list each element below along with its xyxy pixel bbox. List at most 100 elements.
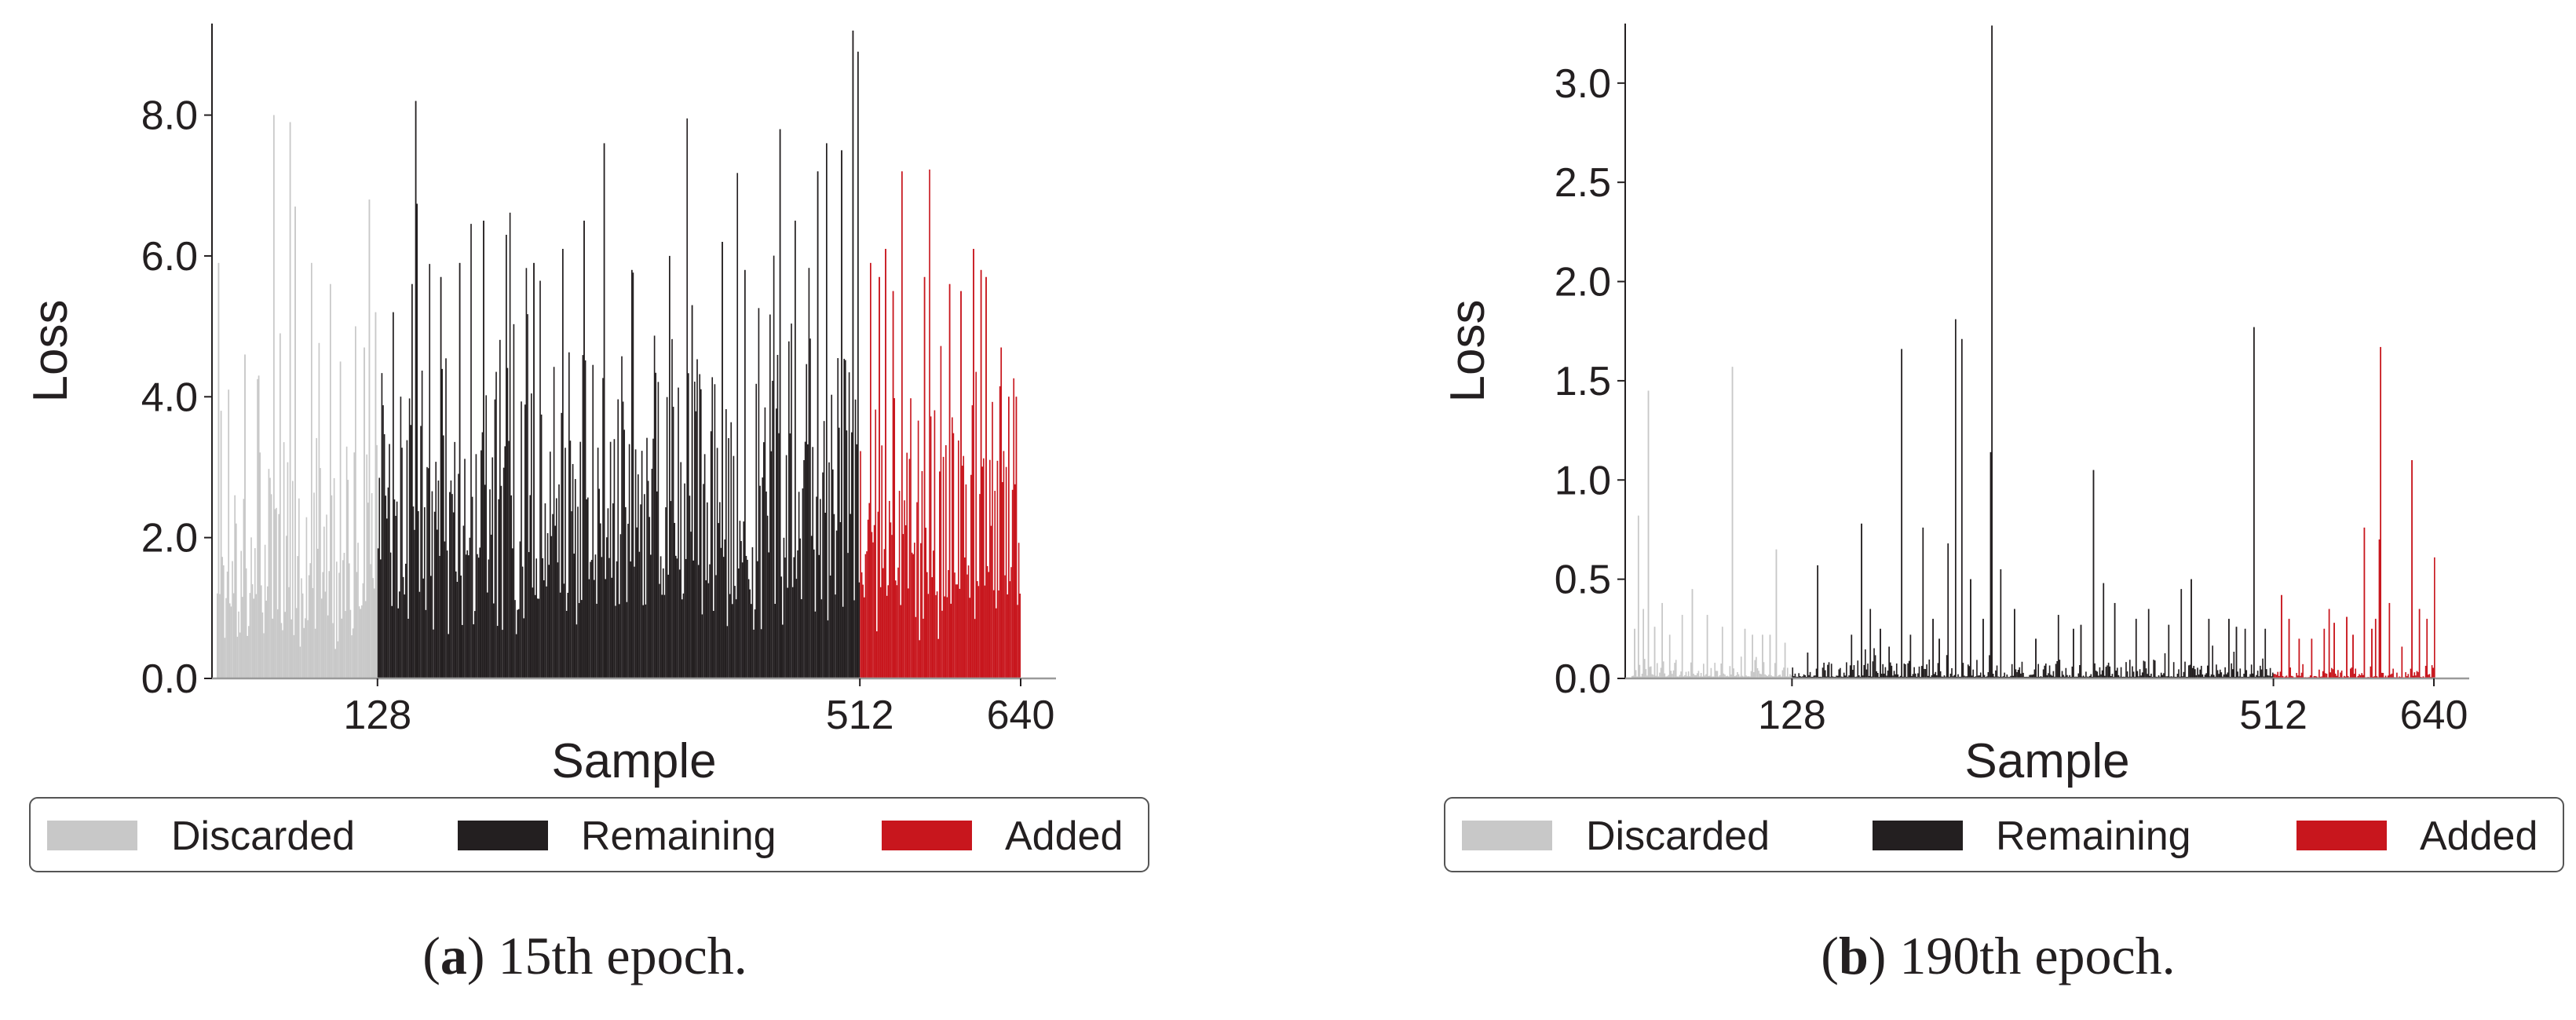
bar xyxy=(872,542,874,678)
bar xyxy=(525,268,528,678)
bar xyxy=(2286,675,2288,678)
bar xyxy=(1912,674,1914,678)
bar-peak xyxy=(273,115,275,678)
legend-box xyxy=(1444,797,2564,872)
bar xyxy=(1758,671,1759,678)
bar xyxy=(402,576,404,678)
bar xyxy=(2256,675,2257,678)
bar xyxy=(2191,667,2194,678)
bar xyxy=(923,618,924,678)
bar xyxy=(2313,675,2315,678)
bar xyxy=(697,565,700,678)
bar xyxy=(2154,660,2156,678)
bar xyxy=(452,512,455,678)
bar xyxy=(2164,653,2166,678)
bar xyxy=(2315,675,2316,678)
bar xyxy=(971,405,974,678)
bar xyxy=(764,407,766,678)
bar xyxy=(936,591,938,678)
bar xyxy=(1848,675,1850,678)
bar xyxy=(397,608,400,678)
bar xyxy=(2227,672,2229,678)
bar xyxy=(399,591,400,678)
bar xyxy=(1862,675,1864,678)
bar xyxy=(983,458,985,678)
bar xyxy=(627,524,629,678)
bar xyxy=(782,624,784,678)
bar xyxy=(2166,676,2169,678)
bar-peak xyxy=(1869,609,1872,678)
bar-peak xyxy=(2208,619,2210,678)
bar xyxy=(2337,670,2339,678)
bar xyxy=(766,515,769,678)
bar xyxy=(422,578,425,678)
bar-peak xyxy=(2080,624,2082,678)
bar-peak xyxy=(1817,565,1818,678)
bar xyxy=(317,548,319,678)
bar-peak xyxy=(722,242,723,678)
bar xyxy=(435,462,437,678)
bar xyxy=(1760,674,1763,678)
bar xyxy=(578,602,580,678)
bar xyxy=(791,587,794,678)
bar xyxy=(653,335,656,678)
bar-peak xyxy=(506,235,507,678)
bar xyxy=(988,572,990,678)
bar xyxy=(552,514,554,678)
bar xyxy=(2144,661,2146,678)
bar xyxy=(2176,674,2179,678)
bar xyxy=(253,598,255,678)
bar xyxy=(1863,664,1865,678)
bar xyxy=(854,399,857,678)
bar xyxy=(1920,666,1923,678)
bar xyxy=(2212,645,2213,678)
bar xyxy=(871,532,873,678)
bar xyxy=(448,634,450,678)
bar xyxy=(513,324,515,678)
bar-peak xyxy=(892,291,894,678)
bar xyxy=(292,481,294,678)
bar xyxy=(2178,669,2180,678)
bar xyxy=(1972,669,1974,678)
bar xyxy=(1951,667,1953,678)
bar xyxy=(301,578,302,678)
bar xyxy=(2069,675,2070,678)
bar xyxy=(1802,676,1803,678)
bar xyxy=(2051,675,2053,678)
bar xyxy=(688,373,689,678)
bar xyxy=(612,503,614,678)
bar-peak xyxy=(960,291,962,678)
bar xyxy=(2170,676,2172,678)
bar xyxy=(276,609,279,678)
y-tick-label: 8.0 xyxy=(141,93,198,139)
bar xyxy=(584,360,586,678)
bar xyxy=(656,491,658,678)
bar xyxy=(2362,675,2364,678)
bar xyxy=(2161,675,2164,678)
bar xyxy=(331,495,333,678)
bar xyxy=(2107,662,2110,678)
bar xyxy=(282,630,283,678)
bar-peak xyxy=(330,283,331,678)
bar xyxy=(937,638,940,678)
bar xyxy=(579,441,582,678)
bar xyxy=(1643,659,1646,678)
bar xyxy=(1853,665,1855,678)
bar xyxy=(521,401,522,678)
bar xyxy=(374,588,375,678)
bar xyxy=(280,623,283,678)
bar xyxy=(1719,675,1721,678)
bar xyxy=(1977,675,1979,678)
bar-peak xyxy=(459,262,461,678)
bar xyxy=(1838,669,1840,678)
bar xyxy=(2116,667,2118,678)
bar xyxy=(1975,676,1977,678)
bar xyxy=(860,572,863,678)
bar xyxy=(358,606,360,678)
bar xyxy=(814,611,817,678)
bar xyxy=(510,495,513,678)
bar xyxy=(236,636,239,678)
bar-peak xyxy=(879,276,880,678)
bar-peak xyxy=(779,129,781,678)
bar-peak xyxy=(258,375,260,678)
